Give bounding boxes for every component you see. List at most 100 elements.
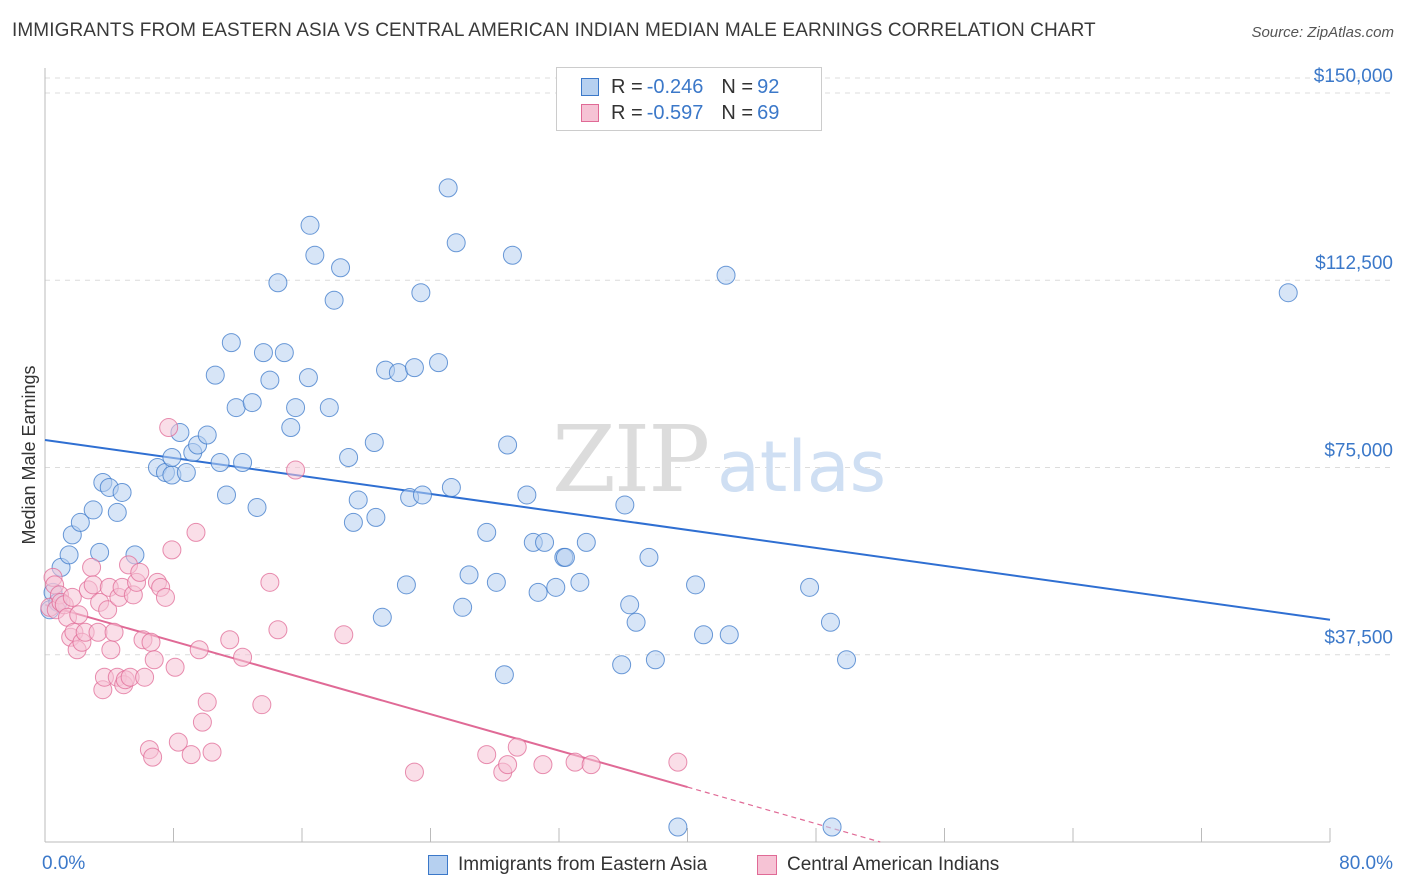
point-eastern-asia: [716, 265, 736, 285]
point-central-american: [155, 587, 175, 607]
point-central-american: [668, 752, 688, 772]
bottom-legend-eastern-asia: Immigrants from Eastern Asia: [428, 852, 707, 878]
point-central-american: [135, 667, 155, 687]
point-central-american: [83, 575, 103, 595]
point-eastern-asia: [268, 273, 288, 293]
point-eastern-asia: [412, 485, 432, 505]
point-eastern-asia: [217, 485, 237, 505]
point-central-american: [197, 692, 217, 712]
y-axis-label: Median Male Earnings: [19, 365, 39, 544]
legend-n-value-2: 69: [757, 101, 780, 124]
point-eastern-asia: [404, 358, 424, 378]
chart-source: Source: ZipAtlas.com: [1251, 24, 1394, 41]
point-eastern-asia: [639, 547, 659, 567]
point-eastern-asia: [70, 512, 90, 532]
point-central-american: [62, 587, 82, 607]
point-eastern-asia: [59, 545, 79, 565]
legend-r-value-1: -0.246: [646, 75, 704, 98]
point-central-american: [192, 712, 212, 732]
point-eastern-asia: [411, 283, 431, 303]
point-eastern-asia: [107, 502, 127, 522]
point-eastern-asia: [645, 650, 665, 670]
point-eastern-asia: [221, 333, 241, 353]
y-tick-label: $37,500: [1324, 628, 1393, 649]
point-eastern-asia: [668, 817, 688, 837]
point-eastern-asia: [441, 477, 461, 497]
legend-swatch-blue: [581, 78, 599, 96]
y-tick-label: $75,000: [1324, 440, 1393, 461]
point-eastern-asia: [612, 655, 632, 675]
point-eastern-asia: [837, 650, 857, 670]
point-eastern-asia: [281, 418, 301, 438]
bottom-legend-central-american: Central American Indians: [757, 852, 999, 878]
point-central-american: [477, 745, 497, 765]
point-eastern-asia: [626, 612, 646, 632]
point-central-american: [165, 657, 185, 677]
point-eastern-asia: [438, 178, 458, 198]
point-eastern-asia: [477, 522, 497, 542]
y-tick-label: $112,500: [1315, 253, 1393, 274]
stats-legend: R = -0.246 N = 92 R = -0.597 N = 69: [556, 67, 822, 131]
legend-row-central-american: R = -0.597 N = 69: [581, 101, 779, 125]
legend-n-label-2: N =: [721, 101, 754, 124]
trend-line-central-american-extension: [687, 786, 881, 843]
legend-r-label-2: R =: [611, 101, 643, 124]
point-central-american: [260, 572, 280, 592]
point-eastern-asia: [576, 532, 596, 552]
data-points: [40, 178, 1298, 837]
point-eastern-asia: [343, 512, 363, 532]
point-eastern-asia: [226, 398, 246, 418]
point-central-american: [159, 418, 179, 438]
point-central-american: [507, 737, 527, 757]
point-eastern-asia: [686, 575, 706, 595]
point-central-american: [220, 630, 240, 650]
point-eastern-asia: [300, 215, 320, 235]
point-eastern-asia: [555, 547, 575, 567]
legend-row-eastern-asia: R = -0.246 N = 92: [581, 75, 779, 99]
point-eastern-asia: [615, 495, 635, 515]
point-central-american: [581, 755, 601, 775]
point-eastern-asia: [242, 393, 262, 413]
legend-swatch-pink: [581, 104, 599, 122]
point-eastern-asia: [162, 448, 182, 468]
x-tick-label: 80.0%: [1339, 853, 1393, 874]
point-eastern-asia: [372, 607, 392, 627]
point-eastern-asia: [274, 343, 294, 363]
point-eastern-asia: [719, 625, 739, 645]
point-central-american: [162, 540, 182, 560]
point-eastern-asia: [528, 582, 548, 602]
point-eastern-asia: [502, 245, 522, 265]
point-eastern-asia: [388, 363, 408, 383]
point-central-american: [69, 605, 89, 625]
point-eastern-asia: [364, 433, 384, 453]
point-eastern-asia: [820, 612, 840, 632]
point-eastern-asia: [298, 368, 318, 388]
point-central-american: [186, 522, 206, 542]
watermark-atlas: atlas: [717, 426, 886, 508]
point-central-american: [181, 745, 201, 765]
point-central-american: [334, 625, 354, 645]
point-eastern-asia: [498, 435, 518, 455]
bottom-legend-label-2: Central American Indians: [787, 854, 1000, 875]
point-eastern-asia: [546, 577, 566, 597]
point-eastern-asia: [453, 597, 473, 617]
point-central-american: [404, 762, 424, 782]
point-eastern-asia: [176, 462, 196, 482]
point-eastern-asia: [233, 452, 253, 472]
bottom-swatch-pink: [757, 855, 777, 875]
legend-n-value-1: 92: [757, 75, 780, 98]
point-central-american: [533, 755, 553, 775]
bottom-swatch-blue: [428, 855, 448, 875]
point-eastern-asia: [83, 500, 103, 520]
watermark: ZIP atlas: [552, 406, 886, 513]
point-central-american: [104, 622, 124, 642]
trend-line-eastern-asia: [44, 439, 1331, 621]
point-eastern-asia: [205, 365, 225, 385]
point-eastern-asia: [260, 370, 280, 390]
point-eastern-asia: [253, 343, 273, 363]
point-central-american: [168, 732, 188, 752]
point-eastern-asia: [800, 577, 820, 597]
point-eastern-asia: [210, 452, 230, 472]
point-eastern-asia: [694, 625, 714, 645]
